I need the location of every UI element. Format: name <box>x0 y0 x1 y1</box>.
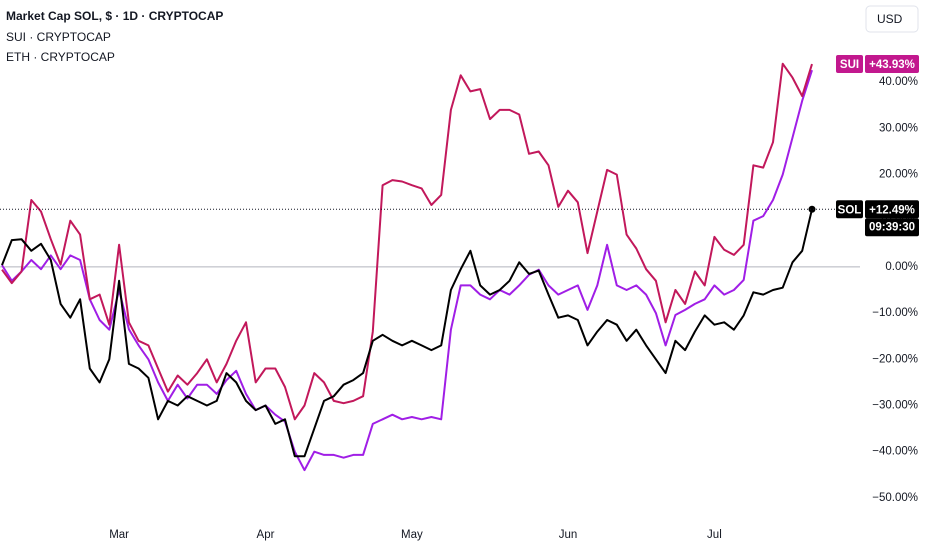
currency-label[interactable]: USD <box>877 12 903 26</box>
badge-value: +12.49% <box>869 204 915 216</box>
series-line <box>1 69 813 472</box>
y-tick-label: −10.00% <box>872 307 918 319</box>
y-tick-label: 30.00% <box>879 122 918 134</box>
badge-value-box <box>865 55 919 74</box>
y-tick-label: −40.00% <box>872 446 918 458</box>
badge-value-box <box>865 200 919 219</box>
legend-entry: ETH · CRYPTOCAP <box>6 50 115 64</box>
badge-time-box <box>865 218 919 237</box>
last-point <box>808 205 816 213</box>
badge-time: 09:39:30 <box>869 221 915 233</box>
x-tick-label: Apr <box>257 529 275 541</box>
y-tick-label: 20.00% <box>879 169 918 181</box>
currency-button[interactable] <box>865 5 919 33</box>
series-line <box>1 208 813 458</box>
x-tick-label: Mar <box>109 529 129 541</box>
legend-entry: SUI · CRYPTOCAP <box>6 30 111 44</box>
badge-name-box <box>836 55 863 74</box>
chart-title: Market Cap SOL, $ · 1D · CRYPTOCAP <box>6 9 223 23</box>
badge-name: SUI <box>840 59 859 71</box>
x-tick-label: Jul <box>707 529 722 541</box>
badge-value: +43.93% <box>869 59 915 71</box>
y-tick-label: −30.00% <box>872 400 918 412</box>
badge-name-box <box>836 200 863 219</box>
series-line <box>1 62 813 421</box>
y-tick-label: −50.00% <box>872 492 918 504</box>
y-tick-label: 0.00% <box>885 261 918 273</box>
y-tick-label: 40.00% <box>879 76 918 88</box>
badge-name: SOL <box>838 204 862 216</box>
x-tick-label: May <box>401 529 423 541</box>
y-tick-label: −20.00% <box>872 353 918 365</box>
x-tick-label: Jun <box>559 529 578 541</box>
